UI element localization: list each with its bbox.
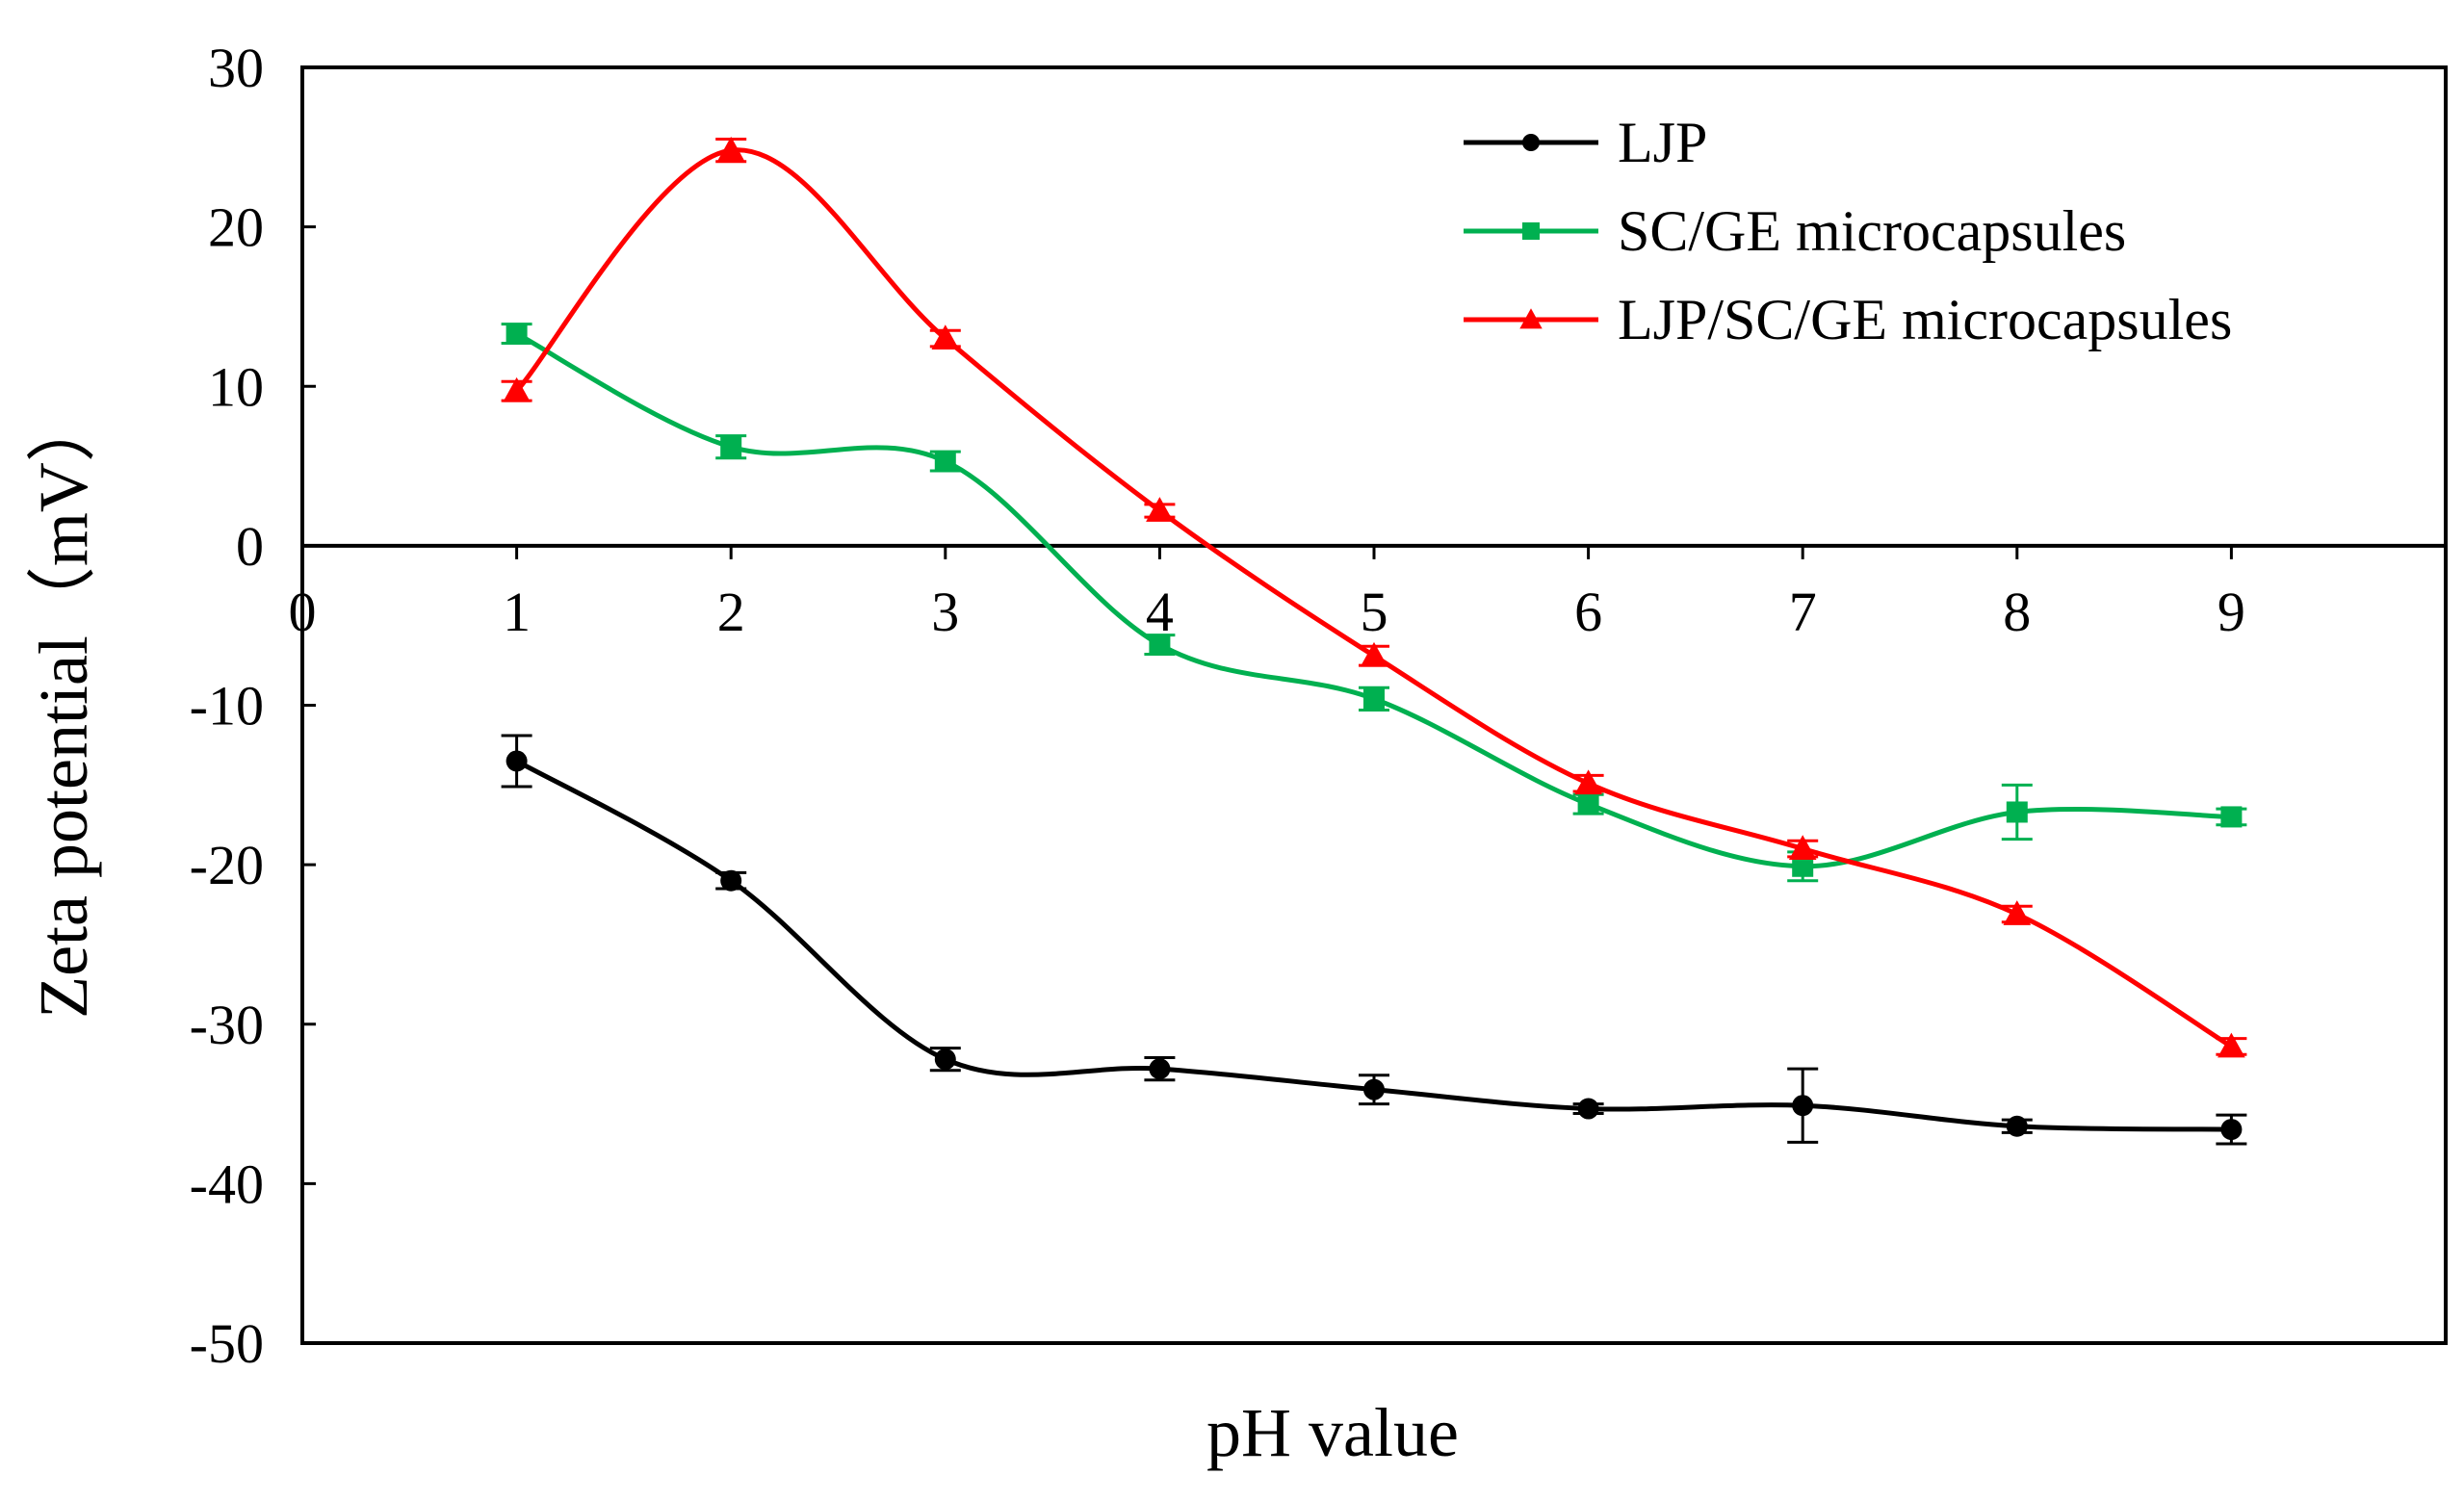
legend-marker-ljp — [1522, 134, 1540, 151]
x-tick-label: 6 — [1574, 581, 1602, 643]
x-tick-label: 1 — [503, 581, 531, 643]
data-point-ljp — [720, 869, 742, 892]
y-axis: 30 20 10 0 -10 -20 -30 -40 -50 — [190, 37, 316, 1375]
y-tick-label: 10 — [208, 355, 264, 418]
y-tick-label: 30 — [208, 37, 264, 99]
y-tick-label: -20 — [190, 834, 264, 896]
data-point-sc-ge — [720, 436, 742, 458]
series-ljp — [501, 734, 2247, 1146]
x-tick-label: 0 — [289, 581, 317, 643]
y-axis-title: Zeta potential（mV） — [25, 393, 102, 1019]
x-axis: 0 1 2 3 4 5 6 7 8 9 — [289, 545, 2245, 643]
data-point-ljp — [1363, 1078, 1385, 1100]
data-point-ljp — [1792, 1095, 1814, 1117]
data-point-sc-ge — [1577, 793, 1599, 815]
x-tick-label: 4 — [1146, 581, 1174, 643]
data-point-ljp-sc-ge — [1788, 835, 1817, 861]
data-point-sc-ge — [506, 323, 528, 345]
data-point-sc-ge — [2006, 801, 2028, 823]
data-point-ljp-sc-ge — [716, 136, 745, 162]
legend-marker-ljp-sc-ge — [1519, 308, 1543, 329]
data-point-sc-ge — [1363, 687, 1385, 710]
y-tick-label: 0 — [236, 515, 264, 578]
x-tick-label: 3 — [931, 581, 959, 643]
y-tick-label: -10 — [190, 675, 264, 738]
legend-label-ljp-sc-ge: LJP/SC/GE microcapsules — [1618, 288, 2232, 351]
legend-label-sc-ge: SC/GE microcapsules — [1618, 199, 2126, 263]
y-tick-label: -30 — [190, 994, 264, 1056]
data-point-ljp-sc-ge — [1574, 769, 1602, 795]
series-line-ljp — [515, 759, 2232, 1132]
x-tick-label: 7 — [1789, 581, 1817, 643]
data-point-ljp-sc-ge — [1360, 641, 1388, 667]
data-point-sc-ge — [1149, 634, 1171, 656]
legend-label-ljp: LJP — [1618, 111, 1707, 174]
data-point-ljp — [1577, 1098, 1599, 1120]
series-ljp-sc-ge — [501, 136, 2247, 1058]
legend: LJP SC/GE microcapsules LJP/SC/GE microcap… — [1464, 111, 2232, 351]
x-axis-title: pH value — [1206, 1394, 1459, 1471]
data-point-ljp-sc-ge — [503, 376, 531, 402]
x-tick-label: 2 — [717, 581, 745, 643]
data-point-ljp-sc-ge — [2003, 900, 2032, 925]
series-line-ljp-sc-ge — [514, 147, 2233, 1049]
series-layer — [501, 136, 2247, 1146]
data-point-sc-ge — [1792, 855, 1814, 877]
data-point-ljp — [934, 1048, 956, 1071]
y-tick-label: -50 — [190, 1312, 264, 1375]
data-point-ljp — [2006, 1115, 2028, 1137]
data-point-ljp-sc-ge — [2218, 1032, 2245, 1058]
y-tick-label: 20 — [208, 196, 264, 259]
x-tick-label: 5 — [1361, 581, 1388, 643]
data-point-sc-ge — [2220, 806, 2243, 828]
data-point-ljp — [1149, 1058, 1171, 1080]
y-tick-label: -40 — [190, 1152, 264, 1215]
data-point-ljp — [2220, 1119, 2243, 1141]
x-tick-label: 9 — [2218, 581, 2245, 643]
data-point-sc-ge — [934, 451, 956, 473]
data-point-ljp — [506, 750, 528, 772]
x-tick-label: 8 — [2003, 581, 2031, 643]
data-point-ljp-sc-ge — [1146, 497, 1174, 522]
series-sc-ge — [501, 323, 2247, 883]
legend-marker-sc-ge — [1522, 222, 1540, 240]
data-point-ljp-sc-ge — [931, 324, 960, 350]
